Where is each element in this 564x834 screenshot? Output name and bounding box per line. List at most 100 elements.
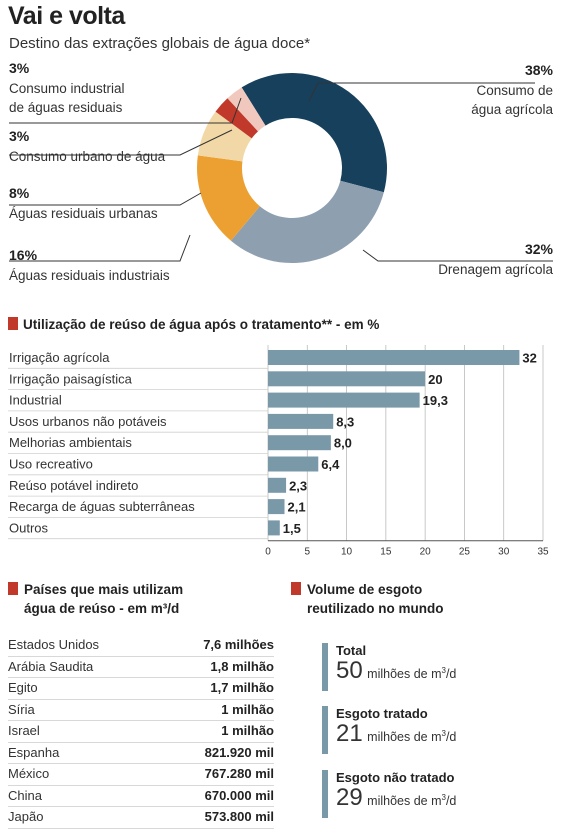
sewage-title-line-1: Volume de esgoto bbox=[307, 582, 423, 597]
volume-accent-bar bbox=[322, 770, 328, 818]
table-row: Estados Unidos 7,6 milhões bbox=[8, 635, 274, 657]
table-row: Japão 573.800 mil bbox=[8, 807, 274, 829]
volume-label: Total bbox=[336, 643, 367, 658]
volume-value: 50 bbox=[336, 657, 363, 684]
country-name: Espanha bbox=[8, 744, 60, 760]
leader-line bbox=[9, 234, 191, 262]
category-label: Usos urbanos não potáveis bbox=[9, 414, 167, 429]
donut-chart: 38% Consumo de água agrícola 32% Drenagem ag… bbox=[9, 60, 554, 283]
category-label: Uso recreativo bbox=[9, 457, 93, 472]
countries-table: Estados Unidos 7,6 milhões Arábia Saudita 1… bbox=[8, 635, 274, 829]
country-volume: 767.280 mil bbox=[204, 766, 274, 781]
category-label: Outros bbox=[9, 520, 49, 535]
slice-percent-label: 32% bbox=[525, 241, 554, 257]
country-name: Arábia Saudita bbox=[8, 658, 94, 674]
bar-value-label: 2,3 bbox=[289, 478, 307, 493]
bar bbox=[268, 520, 280, 536]
country-volume: 573.800 mil bbox=[204, 809, 274, 824]
slice-consumo-urbano-de-agua bbox=[215, 98, 259, 139]
country-name: Japão bbox=[8, 809, 44, 824]
country-name: México bbox=[8, 766, 50, 781]
category-label: Irrigação agrícola bbox=[9, 350, 110, 365]
category-label: Irrigação paisagística bbox=[9, 371, 133, 386]
page-title: Vai e volta bbox=[8, 2, 125, 30]
leader-line bbox=[9, 192, 202, 206]
country-volume: 1,7 milhão bbox=[210, 680, 274, 695]
category-label: Reúso potável indireto bbox=[9, 478, 138, 493]
leader-line bbox=[308, 82, 535, 102]
section-marker bbox=[8, 317, 18, 330]
table-row: Espanha 821.920 mil bbox=[8, 743, 274, 764]
bar-value-label: 2,1 bbox=[288, 500, 306, 515]
bar-value-label: 8,3 bbox=[336, 414, 354, 429]
volume-value: 21 bbox=[336, 720, 363, 747]
slice-percent-label: 3% bbox=[9, 60, 30, 76]
category-label: Recarga de águas subterrâneas bbox=[9, 499, 195, 514]
bar-chart-title: Utilização de reúso de água após o trata… bbox=[8, 317, 379, 332]
slice-name-label: Consumo de bbox=[476, 83, 553, 98]
table-row: Síria 1 milhão bbox=[8, 700, 274, 721]
country-volume: 821.920 mil bbox=[204, 744, 274, 760]
volume-unit: milhões de m3/d bbox=[367, 665, 457, 681]
volume-value-line: 50 milhões de m3/d bbox=[336, 657, 456, 685]
x-tick-label: 20 bbox=[420, 547, 432, 558]
bar bbox=[268, 413, 334, 429]
countries-title-line-1: Países que mais utilizam bbox=[24, 582, 184, 597]
volume-unit: milhões de m3/d bbox=[367, 792, 457, 808]
volume-value-line: 21 milhões de m3/d bbox=[336, 720, 456, 748]
slice-percent-label: 3% bbox=[9, 128, 30, 144]
table-row: Egito 1,7 milhão bbox=[8, 678, 274, 700]
x-tick-label: 10 bbox=[341, 547, 353, 558]
country-volume: 1 milhão bbox=[221, 723, 274, 738]
leader-line bbox=[362, 249, 553, 262]
bar-value-label: 6,4 bbox=[321, 457, 340, 472]
bar-value-label: 1,5 bbox=[283, 521, 301, 536]
bar-value-label: 19,3 bbox=[423, 393, 448, 408]
section-marker bbox=[8, 582, 18, 595]
table-row: México 767.280 mil bbox=[8, 764, 274, 786]
slice-name-label: Consumo industrial bbox=[9, 81, 125, 96]
slice-percent-label: 38% bbox=[525, 62, 554, 78]
country-name: Egito bbox=[8, 680, 38, 695]
country-volume: 670.000 mil bbox=[204, 787, 274, 803]
bar-chart-title-text: Utilização de reúso de água após o trata… bbox=[23, 317, 380, 332]
section-marker bbox=[291, 582, 301, 595]
volume-value: 29 bbox=[336, 784, 363, 811]
page-subtitle: Destino das extrações globais de água do… bbox=[9, 35, 311, 52]
slice-consumo-industrial-de-aguas-residuais bbox=[227, 87, 266, 132]
x-tick-label: 5 bbox=[305, 547, 311, 558]
bar bbox=[268, 499, 285, 515]
bar bbox=[268, 456, 319, 472]
sewage-title-line-2: reutilizado no mundo bbox=[307, 601, 444, 616]
country-volume: 1,8 milhão bbox=[210, 658, 274, 674]
x-tick-label: 0 bbox=[265, 547, 271, 558]
slice-aguas-residuais-urbanas bbox=[197, 111, 252, 162]
slice-aguas-residuais-industriais bbox=[197, 155, 260, 241]
bar-value-label: 8,0 bbox=[334, 436, 352, 451]
table-row: Arábia Saudita 1,8 milhão bbox=[8, 657, 274, 678]
leader-line bbox=[9, 129, 233, 156]
bar-value-label: 20 bbox=[428, 372, 442, 387]
leader-line bbox=[9, 97, 242, 124]
slice-percent-label: 8% bbox=[9, 185, 30, 201]
bar bbox=[268, 371, 426, 387]
category-label: Industrial bbox=[9, 393, 62, 408]
slice-name-label: Drenagem agrícola bbox=[438, 262, 553, 277]
country-name: China bbox=[8, 787, 42, 803]
volume-label: Esgoto tratado bbox=[336, 706, 428, 721]
countries-table-title: Países que mais utilizam água de reúso -… bbox=[8, 580, 183, 618]
bar bbox=[268, 435, 331, 451]
country-name: Síria bbox=[8, 701, 35, 717]
sewage-volume-title: Volume de esgoto reutilizado no mundo bbox=[291, 580, 444, 618]
country-name: Estados Unidos bbox=[8, 637, 100, 652]
x-tick-label: 35 bbox=[537, 547, 549, 558]
x-tick-label: 25 bbox=[459, 547, 471, 558]
bar-value-label: 32 bbox=[522, 351, 536, 366]
country-volume: 1 milhão bbox=[221, 701, 274, 717]
category-label: Melhorias ambientais bbox=[9, 435, 132, 450]
slice-consumo-de-agua-agricola bbox=[241, 72, 387, 193]
table-row: Israel 1 milhão bbox=[8, 721, 274, 743]
volume-unit: milhões de m3/d bbox=[367, 728, 457, 744]
slice-name-label: Consumo urbano de água bbox=[9, 149, 166, 164]
volume-label: Esgoto não tratado bbox=[336, 770, 455, 785]
